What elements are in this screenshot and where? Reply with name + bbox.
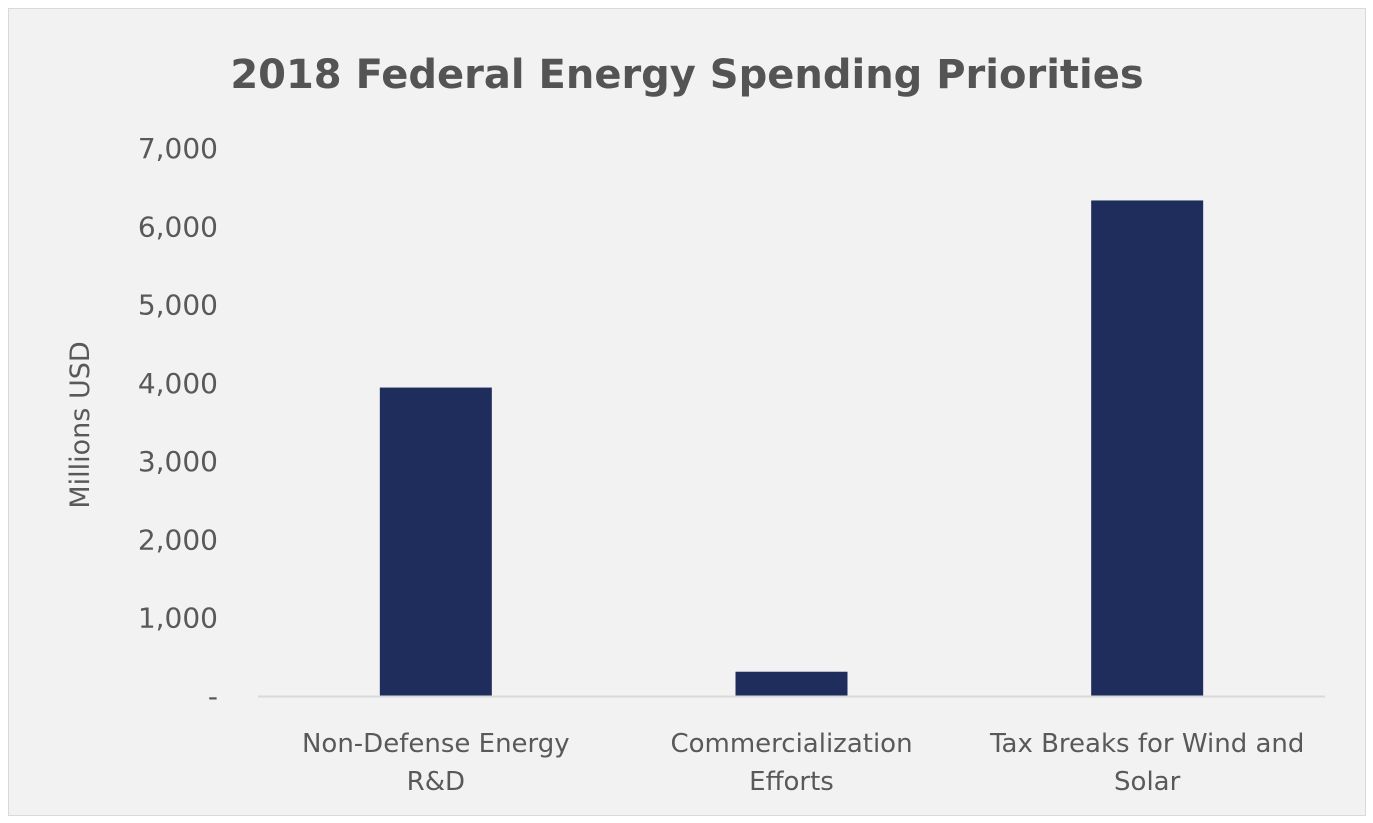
- chart-title: 2018 Federal Energy Spending Priorities: [230, 52, 1143, 98]
- x-tick-label: Tax Breaks for Wind and: [989, 729, 1304, 759]
- y-tick-label: 3,000: [138, 445, 218, 478]
- bar: [1091, 200, 1204, 697]
- x-tick-label: Efforts: [749, 767, 834, 797]
- y-tick-label: 4,000: [138, 367, 218, 400]
- y-axis-label: Millions USD: [65, 341, 96, 508]
- y-tick-labels: - 1,000 2,000 3,000 4,000 5,000 6,000 7,000: [138, 132, 218, 713]
- x-tick-label: Solar: [1114, 767, 1181, 797]
- bars: [379, 200, 1204, 697]
- x-tick-label: Non-Defense Energy: [302, 729, 570, 759]
- x-tick-labels: Non-Defense Energy R&D Commercialization Ef…: [302, 729, 1304, 797]
- y-tick-label: 2,000: [138, 523, 218, 556]
- y-tick-label: 1,000: [138, 602, 218, 635]
- y-tick-label: 7,000: [138, 132, 218, 165]
- bar: [379, 387, 492, 696]
- y-tick-label: -: [208, 680, 218, 713]
- y-tick-label: 5,000: [138, 289, 218, 322]
- y-tick-label: 6,000: [138, 210, 218, 243]
- bar: [735, 671, 848, 696]
- x-tick-label: Commercialization: [670, 729, 912, 759]
- x-tick-label: R&D: [407, 767, 465, 797]
